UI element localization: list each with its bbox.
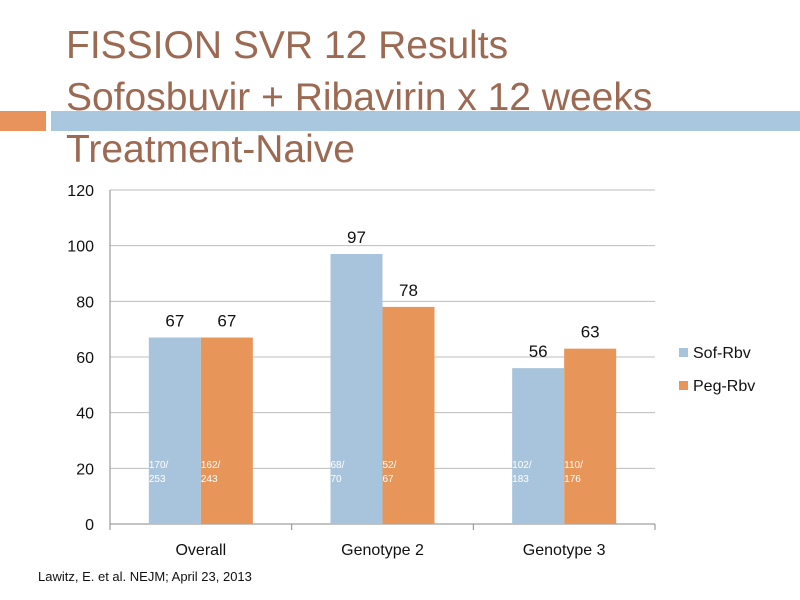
fraction-label-top: 68/ [331,460,345,471]
data-label: 63 [581,323,600,342]
legend-swatch [679,381,688,390]
y-tick-label: 80 [76,294,94,311]
y-tick-label: 40 [76,406,94,423]
y-tick-label: 100 [67,239,94,256]
y-tick-label: 60 [76,350,94,367]
fraction-label-bottom: 70 [331,474,343,485]
legend-label: Peg-Rbv [693,378,755,395]
x-tick-label: Genotype 2 [341,542,424,559]
bar [382,306,435,524]
legend-label: Sof-Rbv [693,345,751,362]
citation: Lawitz, E. et al. NEJM; April 23, 2013 [38,569,252,584]
x-tick-label: Overall [175,542,226,559]
data-label: 56 [529,342,548,361]
fraction-label-bottom: 183 [512,474,529,485]
fraction-label-bottom: 243 [201,474,218,485]
data-label: 67 [217,312,236,331]
fraction-label-bottom: 176 [564,474,581,485]
title-line-3: Treatment-Naive [66,128,355,171]
data-label: 78 [399,281,418,300]
decorative-blue-band [51,111,800,131]
fraction-label-bottom: 67 [383,474,395,485]
bar [148,337,201,524]
decorative-orange-band [0,111,46,131]
fraction-label-bottom: 253 [149,474,166,485]
y-tick-label: 20 [76,461,94,478]
fraction-label-top: 110/ [564,460,583,471]
slide-title: FISSION SVR 12 Results Sofosbuvir + Riba… [66,20,652,176]
data-label: 67 [165,312,184,331]
y-tick-label: 0 [85,517,94,534]
bar [330,254,383,524]
y-tick-label: 120 [67,183,94,200]
fraction-label-top: 170/ [149,460,169,471]
data-label: 97 [347,228,366,247]
title-line-1: FISSION SVR 12 Results [66,24,509,67]
bar [200,337,253,524]
fraction-label-top: 102/ [512,460,532,471]
legend-swatch [679,348,688,357]
fraction-label-top: 52/ [383,460,397,471]
bar [512,368,565,524]
fraction-label-top: 162/ [201,460,221,471]
x-tick-label: Genotype 3 [523,542,606,559]
bar [564,348,617,524]
